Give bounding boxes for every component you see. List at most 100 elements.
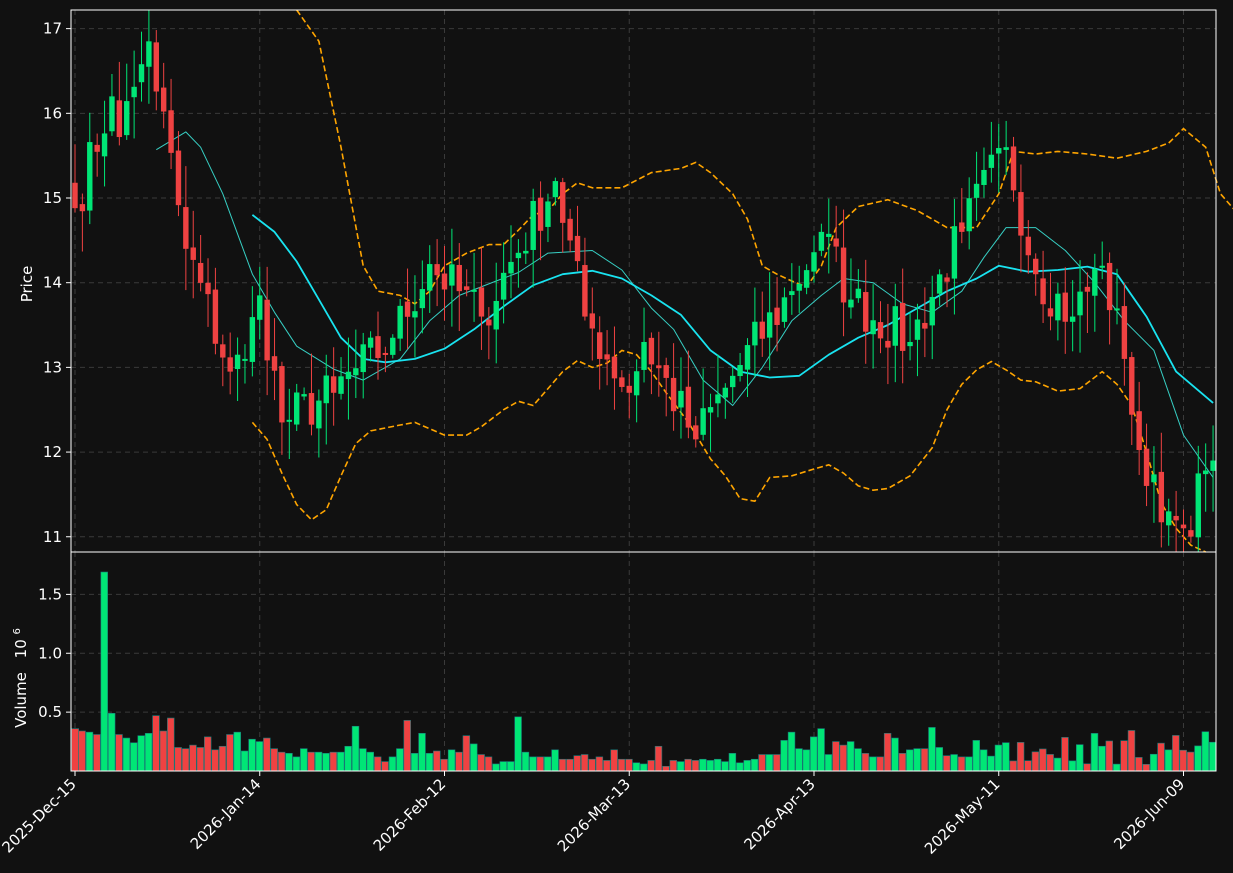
candle-body [1210,460,1216,471]
volume-bar [1002,742,1010,772]
volume-bar [1194,745,1202,772]
volume-bar [928,727,936,772]
volume-bar [920,748,929,772]
volume-bar [492,763,500,772]
candle-body [996,148,1002,154]
volume-bar [1149,753,1158,772]
volume-bar [1053,757,1062,772]
candle-body [781,297,788,322]
volume-bar [167,717,175,772]
volume-bar [743,760,751,772]
volume-bar [425,753,434,772]
volume-bar [839,744,847,772]
candle-body [323,375,329,404]
price-tick-label: 16 [43,104,62,122]
volume-bar [144,733,153,772]
candle-body [892,306,898,346]
volume-bar [580,754,589,772]
candle-body [774,307,780,325]
candle-body [1151,474,1157,483]
volume-bar [750,758,759,772]
candle-body [434,264,440,276]
candle-body [936,274,943,294]
volume-bar [292,756,301,772]
candle-body [101,133,108,157]
volume-grid [71,552,1216,771]
candle-body [582,265,588,317]
candle-body [227,357,233,372]
volume-bar [388,756,397,772]
candle-body [1121,306,1128,359]
candle-body [855,288,862,299]
candle-body [316,400,322,429]
volume-bar [263,737,271,772]
volume-bar [632,762,641,772]
volume-tick-label: 0.5 [38,703,62,721]
volume-bar [1157,742,1165,772]
volume-bar [470,743,478,772]
volume-bar [802,749,811,772]
price-tick-label: 11 [43,528,62,546]
candle-body [1047,308,1054,317]
volume-bar [625,758,633,772]
volume-bar [418,733,426,772]
price-axis-label: Price [18,266,36,303]
candle-body [94,144,100,152]
volume-bar [189,744,197,772]
volume-bar [174,747,182,772]
volume-bar [181,748,190,772]
candle-body [840,247,847,303]
upper-band-line [296,9,1233,305]
volume-bar [1112,763,1121,772]
volume-axis-label-text: Volume [12,672,30,728]
candle-body [486,319,492,326]
candle-body [1106,262,1113,311]
volume-bar [979,749,988,772]
volume-bar [1164,749,1173,772]
volume-bars [71,571,1217,772]
volume-bar [521,751,530,772]
volume-bar [987,755,995,772]
volume-bar [130,742,138,772]
candle-body [670,377,677,412]
candle-body [301,394,307,397]
volume-bar [1068,760,1077,772]
candle-body [471,289,477,292]
volume-bar [913,748,921,772]
candle-body [545,201,551,227]
volume-bar [381,761,389,772]
volume-bar [373,756,382,772]
volume-bar [1046,754,1054,772]
candle-body [463,286,470,290]
price-grid [71,10,1216,552]
candle-body [929,296,935,326]
volume-bar [1061,737,1069,772]
candle-body [279,366,285,423]
candle-body [1069,316,1076,322]
candle-body [345,371,352,380]
candle-body [508,261,514,274]
candle-body [360,344,366,373]
candle-body [382,352,389,355]
candle-body [1010,146,1017,191]
volume-bar [1120,740,1128,772]
volume-bar [1142,764,1150,772]
volume-panel-frame [70,551,1217,772]
volume-bar [1039,748,1047,772]
candle-body [427,264,433,291]
volume-bar [787,731,796,772]
candle-body [678,390,684,408]
candle-body [1025,236,1032,256]
candle-body [914,319,921,340]
volume-bar [122,737,131,772]
volume-bar [255,741,264,772]
volume-bar [93,734,101,772]
candle-body [1084,286,1091,292]
volume-bar [314,751,323,772]
candle-body [523,250,529,254]
volume-bar [1135,757,1143,772]
volume-y-axis: 0.5 1.0 1.5 [38,585,71,721]
volume-bar [573,755,581,772]
volume-bar [713,758,722,772]
